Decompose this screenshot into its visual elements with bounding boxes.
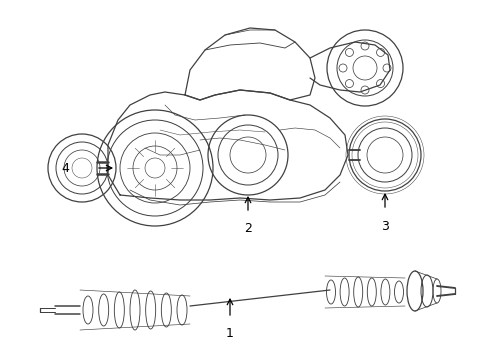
Polygon shape — [80, 10, 420, 200]
Text: 1: 1 — [226, 327, 234, 340]
Text: 3: 3 — [381, 220, 389, 233]
Text: 2: 2 — [244, 222, 252, 235]
Text: 4: 4 — [61, 162, 69, 175]
